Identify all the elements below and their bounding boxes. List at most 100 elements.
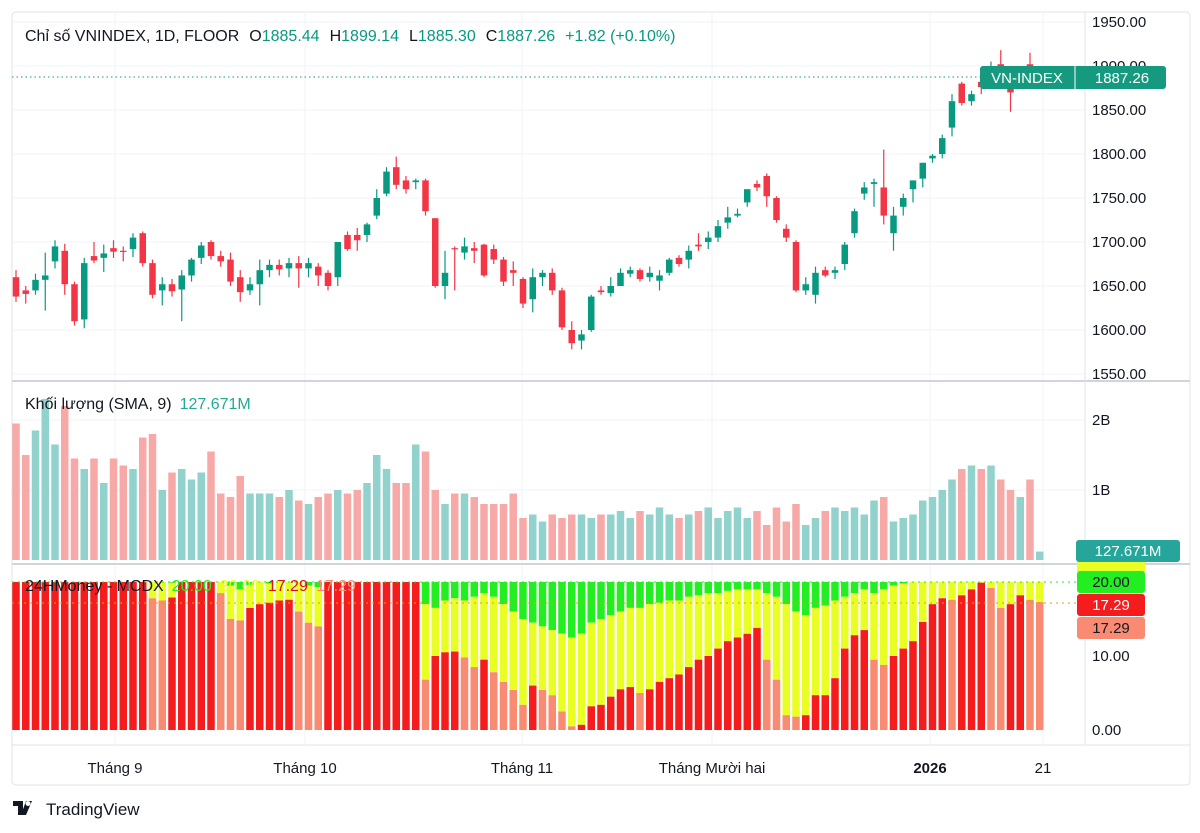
open-label: O	[249, 28, 261, 45]
mcdx-banker-bar	[168, 597, 176, 730]
candle-down	[149, 263, 156, 295]
volume-bar	[743, 518, 751, 560]
mcdx-banker-bar	[70, 582, 79, 730]
mcdx-banker-bar	[90, 582, 98, 730]
mcdx-hot-money-bar	[938, 582, 946, 599]
candle-down	[763, 176, 770, 197]
change-value: +1.82 (+0.10%)	[565, 28, 675, 45]
high-value: 1899.14	[341, 28, 399, 45]
price-tick-label: 1550.00	[1092, 366, 1146, 383]
volume-bar	[392, 483, 400, 560]
mcdx-hot-money-bar	[236, 589, 244, 621]
mcdx-tick-label: 0.00	[1092, 722, 1121, 739]
mcdx-retail-value: 20.00	[172, 578, 212, 595]
volume-bar	[607, 514, 615, 560]
candle-down	[393, 167, 400, 185]
mcdx-banker-bar	[480, 659, 488, 730]
mcdx-hot-money-bar	[763, 593, 771, 660]
volume-bar	[100, 483, 108, 560]
mcdx-banker-bar	[41, 582, 49, 730]
candle-down	[451, 248, 458, 250]
candle-down	[120, 250, 127, 252]
candle-down	[71, 284, 78, 322]
mcdx-hot-money-bar	[655, 602, 664, 682]
mcdx-banker-bar	[295, 611, 303, 730]
candle-down	[549, 272, 556, 291]
volume-bar	[402, 483, 410, 560]
mcdx-hot-money-bar	[460, 600, 469, 658]
price-tag-name: VN-INDEX	[991, 70, 1063, 87]
candle-up	[256, 270, 263, 285]
mcdx-banker-bar	[1016, 595, 1024, 730]
volume-bar	[441, 504, 449, 560]
mcdx-retail-bar	[538, 582, 547, 627]
candle-down	[402, 180, 410, 190]
candle-up	[705, 237, 712, 242]
candles	[12, 50, 1043, 350]
candle-down	[519, 278, 527, 304]
volume-bar	[236, 476, 244, 560]
mcdx-banker-bar	[275, 600, 283, 730]
volume-bar	[363, 483, 371, 560]
volume-bar	[22, 455, 30, 560]
price-axis[interactable]: 1550.00 1600.00 1650.00 1700.00 1750.00 1800.…	[1092, 14, 1146, 739]
volume-bar	[1016, 497, 1024, 560]
volume-bar	[31, 430, 40, 560]
volume-bar	[217, 493, 225, 560]
mcdx-banker-bar	[831, 678, 839, 730]
mcdx-banker-bar	[226, 619, 235, 730]
mcdx-banker-bar	[246, 607, 254, 730]
candle-down	[237, 277, 244, 293]
volume-bar	[1006, 490, 1015, 560]
mcdx-banker-bar	[850, 635, 859, 730]
volume-pane	[12, 399, 1044, 560]
volume-bar	[675, 518, 683, 560]
time-axis[interactable]: Tháng 9 Tháng 10 Tháng 11 Tháng Mười hai 202…	[87, 760, 1051, 777]
mcdx-banker-bar	[236, 620, 244, 730]
candle-up	[305, 263, 312, 269]
volume-bar	[226, 497, 235, 560]
mcdx-hot-money-bar	[499, 604, 508, 682]
candle-down	[558, 290, 566, 328]
mcdx-banker-bar	[587, 706, 595, 730]
mcdx-banker-bar	[948, 599, 956, 730]
mcdx-hot-money-bar	[675, 600, 683, 675]
volume-bar	[733, 507, 742, 560]
mcdx-banker-bar	[1006, 604, 1015, 730]
mcdx-banker-bar	[324, 582, 332, 730]
mcdx-retail-bar	[490, 582, 498, 597]
mcdx-hot-money-bar	[529, 622, 537, 686]
mcdx-banker-bar	[987, 587, 995, 730]
candle-up	[81, 263, 88, 320]
mcdx-tag-banker: 17.29	[1092, 597, 1130, 614]
candle-up	[841, 244, 848, 264]
volume-bar	[694, 511, 703, 560]
mcdx-banker-bar	[158, 600, 166, 730]
mcdx-retail-bar	[470, 582, 478, 597]
mcdx-banker-bar	[802, 715, 810, 730]
mcdx-banker-bar	[568, 726, 576, 730]
volume-bar	[802, 525, 810, 560]
candle-up	[861, 187, 868, 194]
mcdx-banker-bar	[51, 582, 59, 730]
mcdx-retail-bar	[265, 582, 274, 584]
mcdx-hot-money-bar	[607, 615, 615, 697]
candle-down	[783, 228, 790, 238]
mcdx-retail-bar	[246, 582, 254, 585]
mcdx-retail-bar	[480, 582, 488, 594]
candle-up	[714, 226, 722, 238]
volume-bar	[139, 437, 147, 560]
candle-up	[890, 215, 897, 234]
candle-up	[198, 245, 205, 258]
tradingview-logo[interactable]: TradingView	[13, 800, 140, 819]
candle-up	[100, 253, 107, 258]
volume-bar	[792, 504, 800, 560]
mcdx-banker-bar	[148, 598, 157, 730]
mcdx-hot-money-bar	[626, 607, 634, 688]
mcdx-hot-money-bar	[948, 582, 956, 600]
mcdx-hot-money-bar	[597, 619, 605, 705]
mcdx-retail-bar	[860, 582, 868, 590]
mcdx-retail-bar	[519, 582, 527, 619]
mcdx-banker-bar	[928, 604, 937, 730]
